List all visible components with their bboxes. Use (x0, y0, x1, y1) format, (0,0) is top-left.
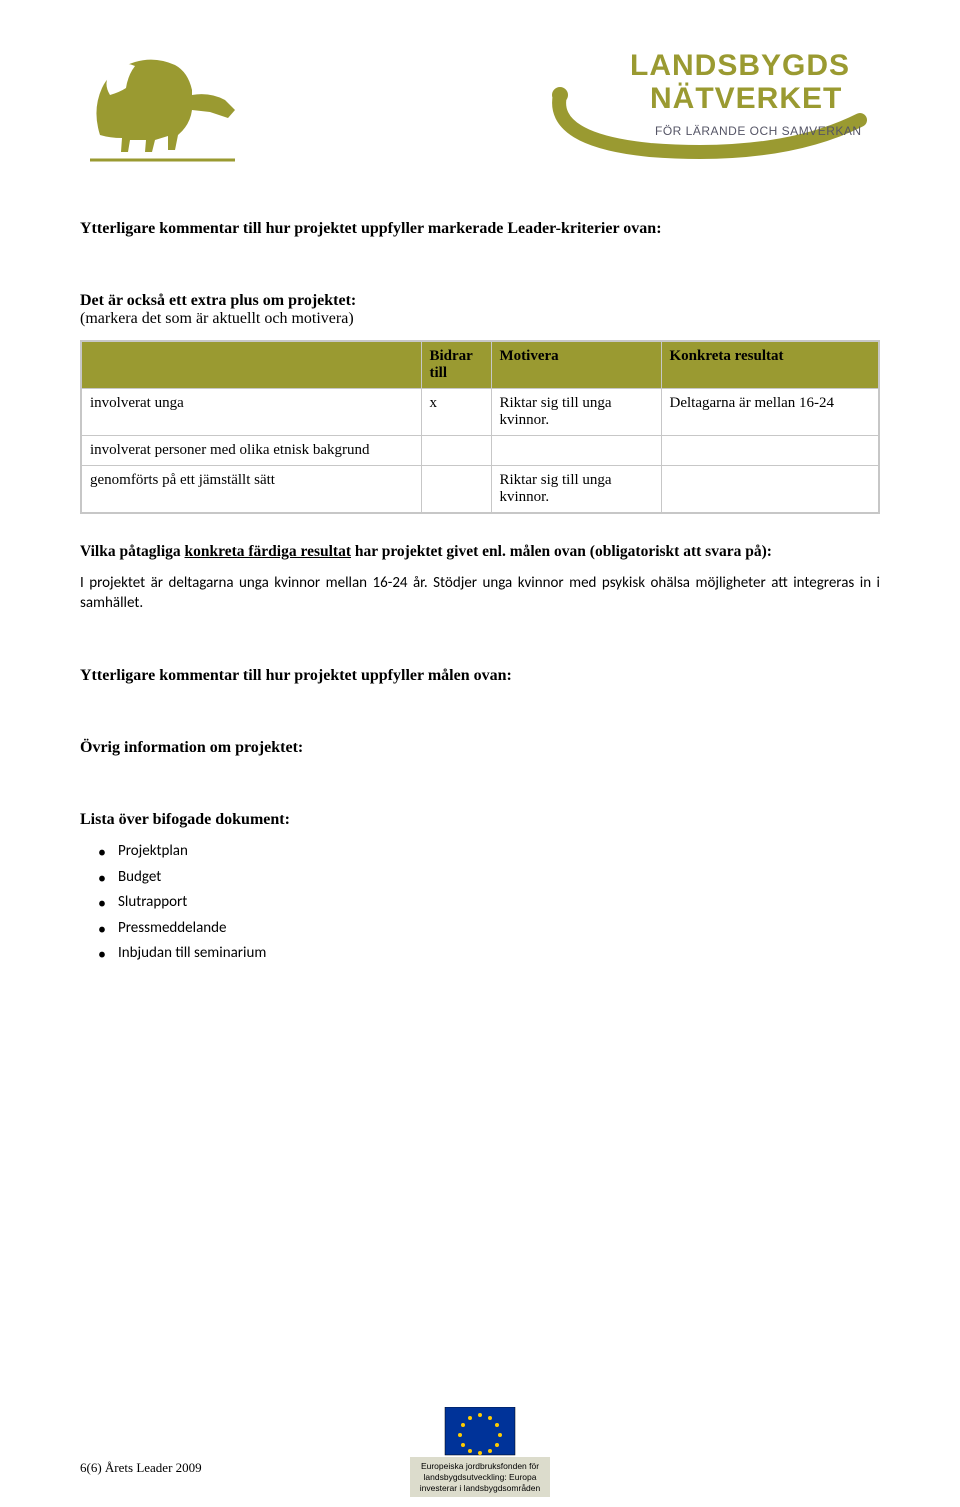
heading-ytterligare-malen: Ytterligare kommentar till hur projektet… (80, 667, 880, 685)
cell-label: involverat unga (81, 389, 421, 436)
landsbygds-logo: LANDSBYGDS NÄTVERKET FÖR LÄRANDE OCH SAM… (520, 40, 880, 170)
logo-title-2: NÄTVERKET (650, 82, 842, 115)
cell-motivera: Riktar sig till unga kvinnor. (491, 466, 661, 514)
list-item: Projektplan (118, 839, 880, 865)
header-logos: LANDSBYGDS NÄTVERKET FÖR LÄRANDE OCH SAM… (80, 40, 880, 170)
eu-caption-1: Europeiska jordbruksfonden för (421, 1461, 539, 1471)
table-row: genomförts på ett jämställt sätt Riktar … (81, 466, 879, 514)
cell-resultat (661, 436, 879, 466)
eu-caption-2: landsbygdsutveckling: Europa (424, 1472, 537, 1482)
criteria-table: Bidrar till Motivera Konkreta resultat i… (80, 340, 880, 514)
table-row: involverat unga x Riktar sig till unga k… (81, 389, 879, 436)
heading-ovrig-info: Övrig information om projektet: (80, 739, 880, 757)
heading-konkreta-resultat: Vilka påtagliga konkreta färdiga resulta… (80, 542, 880, 563)
cell-motivera (491, 436, 661, 466)
heading-extra-note: (markera det som är aktuellt och motiver… (80, 310, 880, 328)
col-resultat: Konkreta resultat (661, 341, 879, 389)
eu-caption-3: investerar i landsbygdsområden (420, 1483, 541, 1493)
heading-bifogade: Lista över bifogade dokument: (80, 811, 880, 829)
h3-post: har projektet givet enl. målen ovan (obl… (351, 543, 772, 560)
cell-bidrar: x (421, 389, 491, 436)
cell-resultat: Deltagarna är mellan 16-24 (661, 389, 879, 436)
cell-resultat (661, 466, 879, 514)
page-number: 6(6) Årets Leader 2009 (80, 1460, 202, 1475)
logo-title-1: LANDSBYGDS (630, 49, 850, 82)
h3-pre: Vilka påtagliga (80, 543, 185, 560)
logo-tagline: FÖR LÄRANDE OCH SAMVERKAN (655, 124, 862, 138)
eu-flag-logo: Europeiska jordbruksfonden för landsbygd… (410, 1407, 550, 1497)
table-row: involverat personer med olika etnisk bak… (81, 436, 879, 466)
cell-label: genomförts på ett jämställt sätt (81, 466, 421, 514)
col-bidrar: Bidrar till (421, 341, 491, 389)
col-empty (81, 341, 421, 389)
heading-extra-plus: Det är också ett extra plus om projektet… (80, 292, 880, 310)
cell-bidrar (421, 466, 491, 514)
heading-leader-kriterier: Ytterligare kommentar till hur projektet… (80, 220, 880, 238)
cell-motivera: Riktar sig till unga kvinnor. (491, 389, 661, 436)
paragraph-deltagarna: I projektet är deltagarna unga kvinnor m… (80, 573, 880, 614)
ram-logo-icon (80, 40, 240, 170)
list-item: Pressmeddelande (118, 916, 880, 942)
document-list: Projektplan Budget Slutrapport Pressmedd… (80, 839, 880, 967)
col-motivera: Motivera (491, 341, 661, 389)
list-item: Budget (118, 865, 880, 891)
cell-label: involverat personer med olika etnisk bak… (81, 436, 421, 466)
cell-bidrar (421, 436, 491, 466)
h3-under: konkreta färdiga resultat (185, 543, 351, 560)
list-item: Inbjudan till seminarium (118, 941, 880, 967)
list-item: Slutrapport (118, 890, 880, 916)
